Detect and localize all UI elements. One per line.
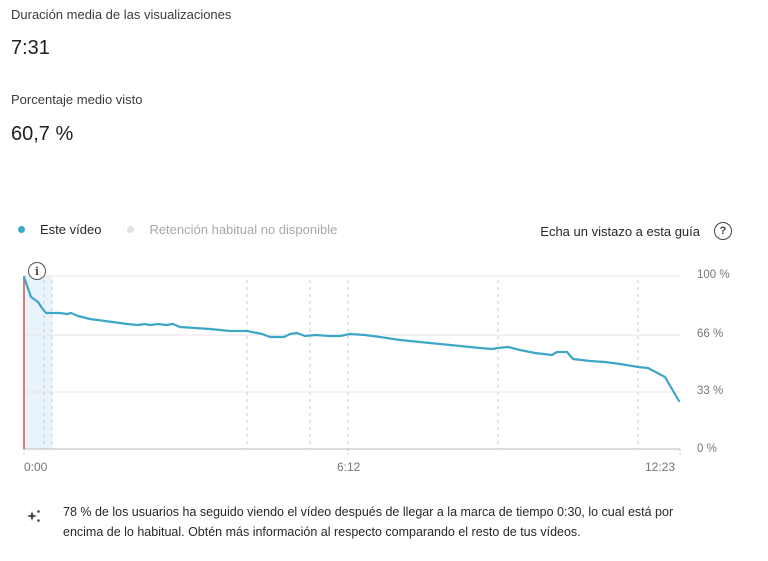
chart-legend: Este vídeo Retención habitual no disponi… <box>18 222 363 237</box>
y-tick-0: 0 % <box>697 443 717 455</box>
legend-item-typical-retention: Retención habitual no disponible <box>127 222 337 237</box>
insight-callout: 78 % de los usuarios ha seguido viendo e… <box>26 502 703 542</box>
info-icon[interactable]: i <box>28 262 46 280</box>
legend-dot-icon <box>18 226 25 233</box>
help-circle-icon[interactable]: ? <box>714 222 732 240</box>
retention-line <box>22 275 681 403</box>
insight-text: 78 % de los usuarios ha seguido viendo e… <box>63 505 674 539</box>
intro-shaded-region <box>24 276 52 449</box>
retention-chart-plot <box>22 275 681 456</box>
x-tick-start: 0:00 <box>24 460 48 474</box>
metric-label: Duración media de las visualizaciones <box>11 7 232 22</box>
x-tick-mid: 6:12 <box>337 460 361 474</box>
dashed-markers <box>43 280 639 449</box>
metric-label: Porcentaje medio visto <box>11 92 143 107</box>
y-tick-33: 33 % <box>697 385 724 397</box>
sparkle-icon <box>27 510 40 522</box>
legend-item-this-video[interactable]: Este vídeo <box>18 222 101 237</box>
metric-value: 7:31 <box>11 37 50 59</box>
retention-chart[interactable]: 100 % 66 % 33 % 0 % 0:00 6:12 12:23 <box>0 255 768 485</box>
x-tick-end: 12:23 <box>645 460 676 474</box>
legend-dot-icon <box>127 226 135 233</box>
legend-label: Retención habitual no disponible <box>149 222 338 237</box>
legend-label: Este vídeo <box>40 222 102 237</box>
guide-link-label: Echa un vistazo a esta guía <box>540 223 700 239</box>
y-tick-66: 66 % <box>697 328 724 340</box>
guide-link[interactable]: Echa un vistazo a esta guía ? <box>540 222 732 240</box>
y-tick-100: 100 % <box>697 269 730 281</box>
metric-value: 60,7 % <box>11 123 74 145</box>
